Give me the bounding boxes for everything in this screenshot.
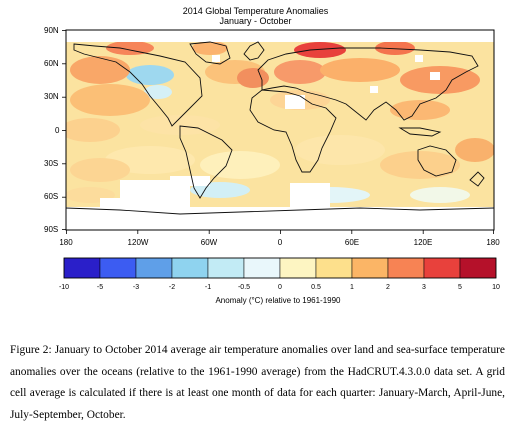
coastlines (66, 41, 494, 215)
colorbar-tick-label: 10 (492, 284, 500, 291)
colorbar-swatch (99, 257, 137, 279)
lon-label-180w: 180 (59, 238, 73, 247)
lat-label-60n: 60N (44, 59, 59, 68)
colorbar-swatch (423, 257, 461, 279)
colorbar-tick-label: -2 (168, 284, 176, 291)
colorbar-swatch (207, 257, 245, 279)
lon-label-60e: 60E (344, 238, 360, 247)
colorbar-tick-label: 0 (278, 284, 282, 291)
colorbar-tick-label: -1 (204, 284, 212, 291)
colorbar-tick-label: -5 (96, 284, 104, 291)
lat-label-90s: 90S (44, 225, 59, 234)
colorbar-swatch (171, 257, 209, 279)
colorbar (63, 257, 497, 279)
lon-label-60w: 60W (200, 238, 218, 247)
colorbar-tick-label: 5 (458, 284, 462, 291)
colorbar-swatch (387, 257, 425, 279)
map-subtitle: January - October (219, 16, 292, 26)
colorbar-swatch (351, 257, 389, 279)
colorbar-title: Anomaly (°C) relative to 1961-1990 (215, 296, 341, 305)
lat-label-30s: 30S (44, 159, 59, 168)
colorbar-swatch (459, 257, 497, 279)
colorbar-tick-label: 1 (350, 284, 354, 291)
colorbar-swatch (135, 257, 173, 279)
missing-data (66, 30, 494, 230)
colorbar-tick-label: -3 (132, 284, 140, 291)
map-title: 2014 Global Temperature Anomalies (182, 6, 329, 16)
lat-label-90n: 90N (44, 26, 59, 35)
colorbar-tick-label: 2 (386, 284, 390, 291)
colorbar-swatch (315, 257, 353, 279)
colorbar-swatch (243, 257, 281, 279)
lon-label-120e: 120E (413, 238, 433, 247)
lat-label-60s: 60S (44, 192, 59, 201)
colorbar-tick-label: 0.5 (311, 284, 321, 291)
anomaly-map (62, 29, 495, 234)
lat-label-30n: 30N (44, 92, 59, 101)
anomaly-field (66, 41, 494, 203)
axis-ticks (62, 30, 494, 234)
colorbar-swatch (63, 257, 101, 279)
lon-label-0: 0 (277, 238, 283, 247)
colorbar-swatch (279, 257, 317, 279)
lat-label-0: 0 (55, 126, 60, 135)
lon-label-180e: 180 (486, 238, 500, 247)
lon-label-120w: 120W (127, 238, 149, 247)
colorbar-tick-label: 3 (422, 284, 426, 291)
figure-caption: Figure 2: January to October 2014 averag… (10, 344, 505, 421)
colorbar-tick-label: -0.5 (237, 284, 251, 291)
colorbar-tick-label: -10 (58, 284, 70, 291)
